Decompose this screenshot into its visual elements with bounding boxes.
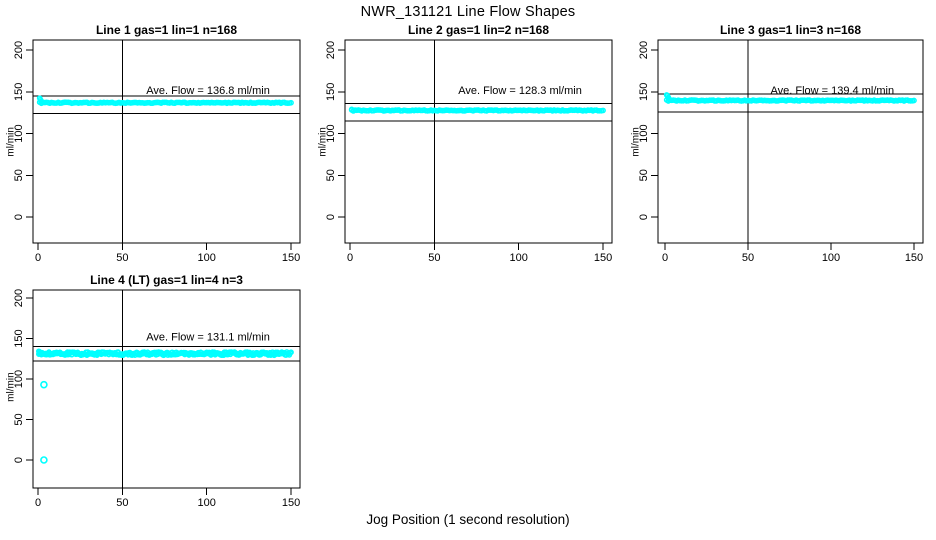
panel-title: Line 4 (LT) gas=1 lin=4 n=3 <box>90 273 243 287</box>
x-tick-label: 150 <box>282 497 300 509</box>
x-tick-label: 0 <box>35 497 41 509</box>
ave-flow-label: Ave. Flow = 128.3 ml/min <box>458 85 582 97</box>
data-point <box>288 99 294 106</box>
y-tick-label: 200 <box>13 41 25 59</box>
x-tick-label: 100 <box>822 252 840 264</box>
x-tick-label: 50 <box>116 252 128 264</box>
chart-title: NWR_131121 Line Flow Shapes <box>360 4 576 20</box>
x-tick-label: 50 <box>116 497 128 509</box>
x-tick-label: 100 <box>510 252 528 264</box>
y-axis-unit-label: ml/min <box>6 127 17 156</box>
x-tick-label: 100 <box>198 497 216 509</box>
x-tick-label: 150 <box>594 252 612 264</box>
panel-box <box>344 39 613 244</box>
y-axis-unit-label: ml/min <box>318 127 329 156</box>
x-tick-label: 100 <box>198 252 216 264</box>
x-tick-label: 150 <box>282 252 300 264</box>
panel-box <box>657 39 924 244</box>
panel-title: Line 3 gas=1 lin=3 n=168 <box>720 23 861 37</box>
y-axis-unit-label: ml/min <box>6 372 17 401</box>
y-tick-label: 50 <box>325 169 337 181</box>
y-tick-label: 200 <box>325 41 337 59</box>
y-tick-label: 0 <box>638 214 650 220</box>
ave-flow-label: Ave. Flow = 136.8 ml/min <box>146 85 270 97</box>
x-tick-label: 150 <box>905 252 923 264</box>
y-tick-label: 0 <box>325 214 337 220</box>
y-tick-label: 100 <box>13 370 25 388</box>
y-tick-label: 0 <box>13 214 25 220</box>
x-tick-label: 0 <box>662 252 668 264</box>
y-tick-label: 150 <box>325 83 337 101</box>
outlier-point <box>40 380 48 389</box>
x-axis-label: Jog Position (1 second resolution) <box>366 512 570 527</box>
y-tick-label: 150 <box>13 329 25 347</box>
y-tick-label: 100 <box>325 124 337 142</box>
y-tick-label: 200 <box>638 41 650 59</box>
y-tick-label: 50 <box>13 169 25 181</box>
x-tick-label: 50 <box>742 252 754 264</box>
y-axis-unit-label: ml/min <box>631 127 642 156</box>
panel-title: Line 2 gas=1 lin=2 n=168 <box>408 23 549 37</box>
y-tick-label: 50 <box>13 413 25 425</box>
ave-flow-label: Ave. Flow = 139.4 ml/min <box>771 85 895 97</box>
y-tick-label: 150 <box>638 83 650 101</box>
x-tick-label: 0 <box>347 252 353 264</box>
data-point <box>600 107 606 114</box>
data-point <box>288 349 294 356</box>
x-tick-label: 0 <box>35 252 41 264</box>
y-tick-label: 50 <box>638 169 650 181</box>
ave-flow-label: Ave. Flow = 131.1 ml/min <box>146 332 270 344</box>
panel-title: Line 1 gas=1 lin=1 n=168 <box>96 23 237 37</box>
outlier-point <box>40 456 48 464</box>
y-tick-label: 100 <box>638 124 650 142</box>
x-tick-label: 50 <box>428 252 440 264</box>
y-tick-label: 0 <box>13 457 25 463</box>
panel-box <box>32 39 301 244</box>
data-point <box>911 97 917 104</box>
panel-box <box>32 289 301 489</box>
y-tick-label: 150 <box>13 83 25 101</box>
y-tick-label: 100 <box>13 124 25 142</box>
y-tick-label: 200 <box>13 289 25 307</box>
